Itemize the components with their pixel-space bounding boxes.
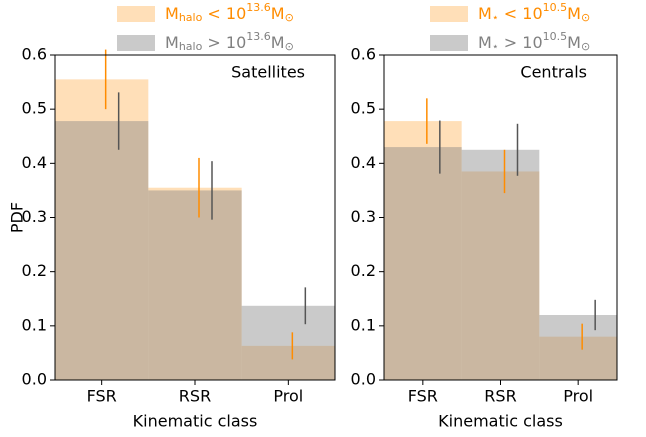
legend-label: M⋆ < 1010.5M⊙ xyxy=(478,1,590,24)
y-tick-label: 0.6 xyxy=(22,45,47,64)
legend-label-part: > 10 xyxy=(202,33,246,52)
bar xyxy=(148,190,242,380)
annotation: Centrals xyxy=(520,63,587,82)
legend-label: Mhalo < 1013.6M⊙ xyxy=(165,1,294,24)
y-tick-label: 0.5 xyxy=(22,99,47,118)
legend-label-part: < 10 xyxy=(202,4,246,23)
legend-label-part: M xyxy=(165,4,179,23)
y-tick-label: 0.3 xyxy=(351,207,376,226)
x-tick-label: Prol xyxy=(273,387,303,406)
x-tick-label: Prol xyxy=(563,387,593,406)
bar xyxy=(241,305,335,380)
y-tick-label: 0.1 xyxy=(351,315,376,334)
y-tick-label: 0.0 xyxy=(22,370,47,389)
x-tick-label: FSR xyxy=(87,387,117,406)
y-tick-label: 0.4 xyxy=(22,153,47,172)
legend-label-part: halo xyxy=(179,11,203,24)
legend-label-part: 10.5 xyxy=(543,30,568,43)
y-axis-label: PDF xyxy=(8,202,27,233)
bar xyxy=(461,149,540,380)
legend-label-part: 13.6 xyxy=(246,30,271,43)
bar xyxy=(241,345,335,380)
legend-label-part: M xyxy=(165,33,179,52)
bar xyxy=(55,79,149,380)
y-tick-label: 0.2 xyxy=(22,261,47,280)
y-tick-label: 0.2 xyxy=(351,261,376,280)
y-tick-label: 0.5 xyxy=(351,99,376,118)
bar xyxy=(55,121,149,380)
legend-label: Mhalo > 1013.6M⊙ xyxy=(165,30,294,53)
bar xyxy=(384,121,462,380)
legend-label-part: M xyxy=(271,4,285,23)
bar xyxy=(384,147,462,380)
legend-label-part: ⊙ xyxy=(285,11,294,24)
x-tick-label: RSR xyxy=(484,387,516,406)
legend-label-part: ⋆ xyxy=(492,40,499,53)
legend-label-part: M xyxy=(478,33,492,52)
legend-label-part: M xyxy=(478,4,492,23)
legend-label-part: halo xyxy=(179,40,203,53)
bar xyxy=(461,171,540,380)
y-tick-label: 0.3 xyxy=(22,207,47,226)
legend-swatch xyxy=(430,6,468,22)
legend-swatch xyxy=(117,6,155,22)
x-axis-label: Kinematic class xyxy=(438,412,563,431)
legend-label-part: 13.6 xyxy=(246,1,271,14)
legend-label-part: ⊙ xyxy=(285,40,294,53)
y-tick-label: 0.6 xyxy=(351,45,376,64)
x-tick-label: RSR xyxy=(179,387,211,406)
legend-label-part: M xyxy=(567,33,581,52)
legend-label-part: M xyxy=(271,33,285,52)
legend-swatch xyxy=(117,35,155,51)
legend-label-part: > 10 xyxy=(499,33,543,52)
y-tick-label: 0.0 xyxy=(351,370,376,389)
legend-label-part: ⊙ xyxy=(581,11,590,24)
legend-label: M⋆ > 1010.5M⊙ xyxy=(478,30,590,53)
x-axis-label: Kinematic class xyxy=(133,412,258,431)
bar xyxy=(539,315,617,380)
annotation: Satellites xyxy=(231,63,305,82)
legend-label-part: < 10 xyxy=(499,4,543,23)
bar xyxy=(148,187,242,380)
y-tick-label: 0.4 xyxy=(351,153,376,172)
x-tick-label: FSR xyxy=(408,387,438,406)
legend-swatch xyxy=(430,35,468,51)
legend-label-part: ⊙ xyxy=(581,40,590,53)
bar xyxy=(539,336,617,380)
legend-label-part: ⋆ xyxy=(492,11,499,24)
y-tick-label: 0.1 xyxy=(22,315,47,334)
legend-label-part: 10.5 xyxy=(543,1,568,14)
legend-label-part: M xyxy=(567,4,581,23)
